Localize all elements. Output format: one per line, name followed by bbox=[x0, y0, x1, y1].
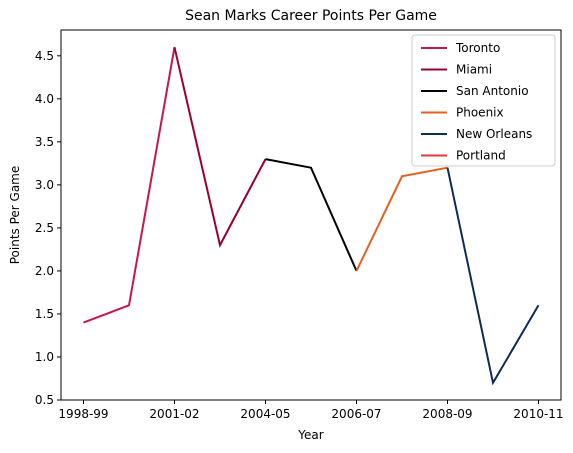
x-tick-label: 2004-05 bbox=[240, 407, 290, 421]
plot-area-frame bbox=[60, 29, 562, 401]
y-axis-label: Points Per Game bbox=[8, 166, 22, 265]
x-axis-label: Year bbox=[297, 428, 323, 442]
chart-title: Sean Marks Career Points Per Game bbox=[185, 8, 437, 24]
legend-label: Toronto bbox=[455, 41, 500, 55]
legend: Toronto Miami San Antonio Phoenix New Orlean… bbox=[411, 34, 556, 167]
y-tick-label: 3.0 bbox=[35, 178, 54, 192]
y-tick-label: 2.5 bbox=[35, 221, 54, 235]
series-line-miami bbox=[173, 46, 267, 248]
legend-label: San Antonio bbox=[456, 84, 529, 98]
plot-lines bbox=[83, 46, 540, 386]
x-tick-label: 2010-11 bbox=[513, 407, 563, 421]
y-tick-label: 4.0 bbox=[35, 92, 54, 106]
series-line-toronto bbox=[83, 47, 176, 324]
y-axis: 0.5 1.0 1.5 2.0 2.5 3.0 3.5 4.0 4.5 bbox=[35, 49, 61, 407]
x-tick-label: 2008-09 bbox=[422, 407, 472, 421]
y-tick-label: 1.0 bbox=[35, 350, 54, 364]
legend-frame bbox=[411, 34, 556, 167]
y-tick-label: 2.0 bbox=[35, 264, 54, 278]
legend-label: New Orleans bbox=[456, 127, 532, 141]
y-tick-label: 0.5 bbox=[35, 393, 54, 407]
x-tick-label: 2006-07 bbox=[331, 407, 381, 421]
y-tick-label: 3.5 bbox=[35, 135, 54, 149]
series-line-phoenix bbox=[355, 166, 448, 272]
legend-label: Miami bbox=[456, 63, 492, 77]
x-axis: 1998-99 2001-02 2004-05 2006-07 2008-09 2010-… bbox=[58, 400, 564, 421]
series-line-new-orleans bbox=[446, 167, 540, 386]
x-tick-label: 1998-99 bbox=[58, 407, 108, 421]
legend-label: Portland bbox=[456, 149, 506, 163]
legend-label: Phoenix bbox=[456, 106, 504, 120]
y-tick-label: 4.5 bbox=[35, 49, 54, 63]
y-tick-label: 1.5 bbox=[35, 307, 54, 321]
x-tick-label: 2001-02 bbox=[149, 407, 199, 421]
series-line-san-antonio bbox=[265, 158, 358, 272]
